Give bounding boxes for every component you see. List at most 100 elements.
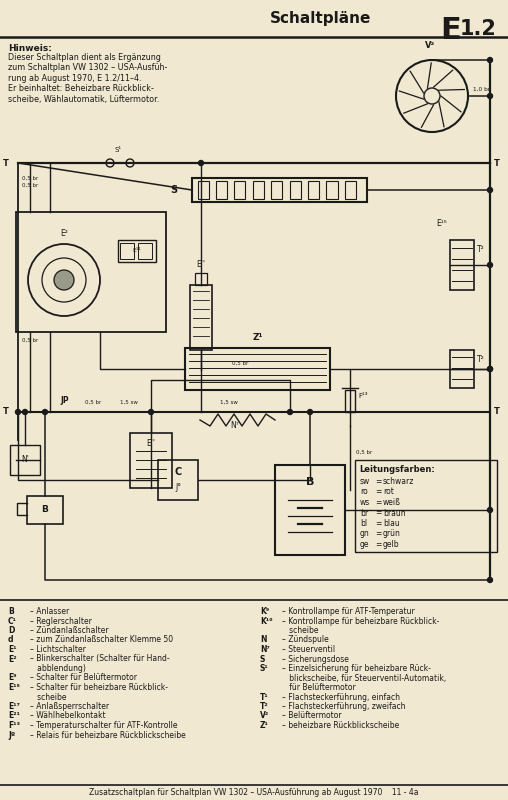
Text: 0,5 br: 0,5 br	[22, 182, 38, 187]
Text: – Anlaßsperrschalter: – Anlaßsperrschalter	[30, 702, 109, 711]
Text: V²: V²	[260, 711, 269, 721]
Circle shape	[54, 270, 74, 290]
Bar	[158, 460, 198, 500]
Bar	[253, 181, 264, 199]
Text: =: =	[375, 530, 382, 538]
Bar	[138, 243, 152, 259]
Text: – Zündanlaßschalter: – Zündanlaßschalter	[30, 626, 109, 635]
Circle shape	[488, 507, 492, 513]
Bar	[185, 348, 330, 390]
Text: rot: rot	[383, 487, 394, 497]
Text: S: S	[260, 654, 265, 663]
Text: d: d	[8, 635, 14, 645]
Text: – Belüftermotor: – Belüftermotor	[282, 711, 341, 721]
Text: Zusatzschaltplan für Schaltplan VW 1302 – USA-Ausführung ab August 1970    11 - : Zusatzschaltplan für Schaltplan VW 1302 …	[89, 788, 419, 797]
Text: 0,5 br: 0,5 br	[232, 361, 248, 366]
Text: für Belüftermotor: für Belüftermotor	[282, 683, 356, 692]
Text: N: N	[260, 635, 267, 645]
Text: D: D	[8, 626, 14, 635]
Bar	[118, 240, 156, 262]
Text: N⁷: N⁷	[231, 421, 239, 430]
Circle shape	[488, 58, 492, 62]
Text: E¹¹: E¹¹	[133, 249, 141, 254]
Text: Dieser Schaltplan dient als Ergänzung
zum Schaltplan VW 1302 – USA-Ausfüh-
rung : Dieser Schaltplan dient als Ergänzung zu…	[8, 53, 167, 104]
Text: E'': E''	[146, 439, 155, 448]
Circle shape	[43, 410, 48, 414]
Circle shape	[22, 410, 27, 414]
Text: =: =	[375, 540, 382, 549]
Text: =: =	[375, 498, 382, 507]
Text: – Kontrollampe für beheizbare Rückblick-: – Kontrollampe für beheizbare Rückblick-	[282, 617, 439, 626]
Text: – Reglerschalter: – Reglerschalter	[30, 617, 92, 626]
Text: – Schalter für beheizbare Rückblick-: – Schalter für beheizbare Rückblick-	[30, 683, 168, 692]
Text: E'': E''	[197, 260, 206, 269]
Text: T¹: T¹	[260, 693, 269, 702]
Text: =: =	[375, 487, 382, 497]
Text: – Flachsteckerführung, einfach: – Flachsteckerführung, einfach	[282, 693, 400, 702]
Text: S: S	[171, 185, 178, 195]
Text: E¹⁷: E¹⁷	[8, 702, 20, 711]
Bar	[234, 181, 245, 199]
Text: 0,5 br: 0,5 br	[22, 338, 38, 342]
Text: C: C	[174, 467, 182, 477]
Text: B: B	[8, 607, 14, 616]
Text: scheibe: scheibe	[282, 626, 319, 635]
Text: Z¹: Z¹	[252, 333, 263, 342]
Circle shape	[488, 366, 492, 371]
Text: weiß: weiß	[383, 498, 401, 507]
Text: – Kontrollampe für ATF-Temperatur: – Kontrollampe für ATF-Temperatur	[282, 607, 415, 616]
Text: F¹³: F¹³	[8, 721, 20, 730]
Text: sw: sw	[360, 477, 370, 486]
Circle shape	[488, 366, 492, 371]
Circle shape	[488, 578, 492, 582]
Text: T²: T²	[477, 245, 485, 254]
Text: grün: grün	[383, 530, 401, 538]
Text: N': N'	[21, 455, 29, 465]
Text: Z¹: Z¹	[260, 721, 269, 730]
Text: E: E	[440, 16, 461, 45]
Text: T: T	[3, 158, 9, 167]
Text: – Schalter für Belüftermotor: – Schalter für Belüftermotor	[30, 674, 137, 682]
Text: E²: E²	[60, 229, 68, 238]
Text: Schaltpläne: Schaltpläne	[270, 11, 371, 26]
Bar	[271, 181, 282, 199]
Bar	[190, 285, 212, 350]
Bar	[345, 181, 356, 199]
Bar	[290, 181, 301, 199]
Text: S¹: S¹	[114, 147, 121, 153]
Bar	[192, 178, 367, 202]
Circle shape	[148, 410, 153, 414]
Bar	[120, 243, 134, 259]
Text: br: br	[360, 509, 368, 518]
Text: 1,5 sw: 1,5 sw	[220, 400, 238, 405]
Text: gelb: gelb	[383, 540, 400, 549]
Text: 0,5 br: 0,5 br	[22, 175, 38, 181]
Text: ro: ro	[360, 487, 368, 497]
Text: blickscheibe, für Steuerventil-Automatik,: blickscheibe, für Steuerventil-Automatik…	[282, 674, 446, 682]
Text: – Steuerventil: – Steuerventil	[282, 645, 335, 654]
Text: N⁷: N⁷	[260, 645, 270, 654]
Text: – Blinkerschalter (Schalter für Hand-: – Blinkerschalter (Schalter für Hand-	[30, 654, 170, 663]
Text: E¹: E¹	[8, 645, 17, 654]
Text: schwarz: schwarz	[383, 477, 415, 486]
Bar	[345, 390, 355, 412]
Text: gn: gn	[360, 530, 370, 538]
Circle shape	[488, 94, 492, 98]
Text: ge: ge	[360, 540, 369, 549]
Text: – Zündspule: – Zündspule	[282, 635, 329, 645]
Text: T: T	[3, 407, 9, 417]
Bar	[10, 445, 40, 475]
Text: V²: V²	[425, 41, 435, 50]
Text: – Sicherungsdose: – Sicherungsdose	[282, 654, 349, 663]
Text: – Relais für beheizbare Rückblickscheibe: – Relais für beheizbare Rückblickscheibe	[30, 730, 186, 739]
Text: JP: JP	[60, 396, 69, 405]
Bar	[130, 433, 172, 488]
Text: =: =	[375, 519, 382, 528]
Text: scheibe: scheibe	[30, 693, 67, 702]
Text: – Wählhebelkontakt: – Wählhebelkontakt	[30, 711, 106, 721]
Text: E¹⁵: E¹⁵	[436, 219, 448, 228]
Text: – zum Zündanlaßschalter Klemme 50: – zum Zündanlaßschalter Klemme 50	[30, 635, 173, 645]
Text: – Flachsteckerführung, zweifach: – Flachsteckerführung, zweifach	[282, 702, 405, 711]
Bar	[308, 181, 319, 199]
Text: =: =	[375, 477, 382, 486]
